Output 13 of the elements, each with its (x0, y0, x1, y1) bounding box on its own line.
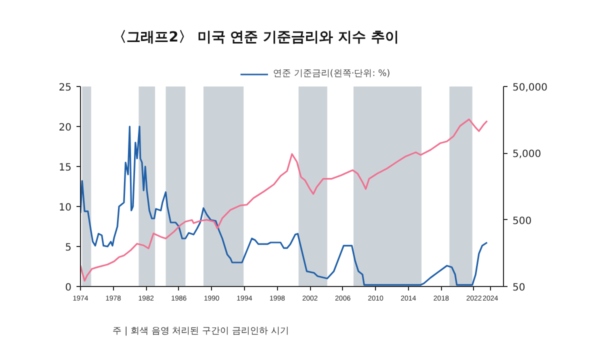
y-tick-label: 15 (58, 162, 72, 174)
y-tick-label: 0 (65, 282, 72, 294)
y-tick-label: 10 (58, 202, 72, 214)
y-tick-label: 20 (58, 122, 72, 134)
chart-title: 〈그래프2〉 미국 연준 기준금리와 지수 추이 (112, 30, 399, 46)
y2-tick-label: 50,000 (512, 82, 548, 94)
text: 주 | 회색 음영 처리된 구간이 금리인하 시기 (112, 326, 289, 336)
legend-label: 연준 기준금리(왼쪽·단위: %) (273, 68, 390, 80)
y2-tick-label: 50 (512, 282, 526, 294)
y-tick-label: 5 (65, 242, 72, 254)
y2-tick-label: 500 (512, 216, 532, 227)
y2-tick-label: 5,000 (512, 149, 542, 160)
y-tick-label: 25 (58, 82, 72, 94)
